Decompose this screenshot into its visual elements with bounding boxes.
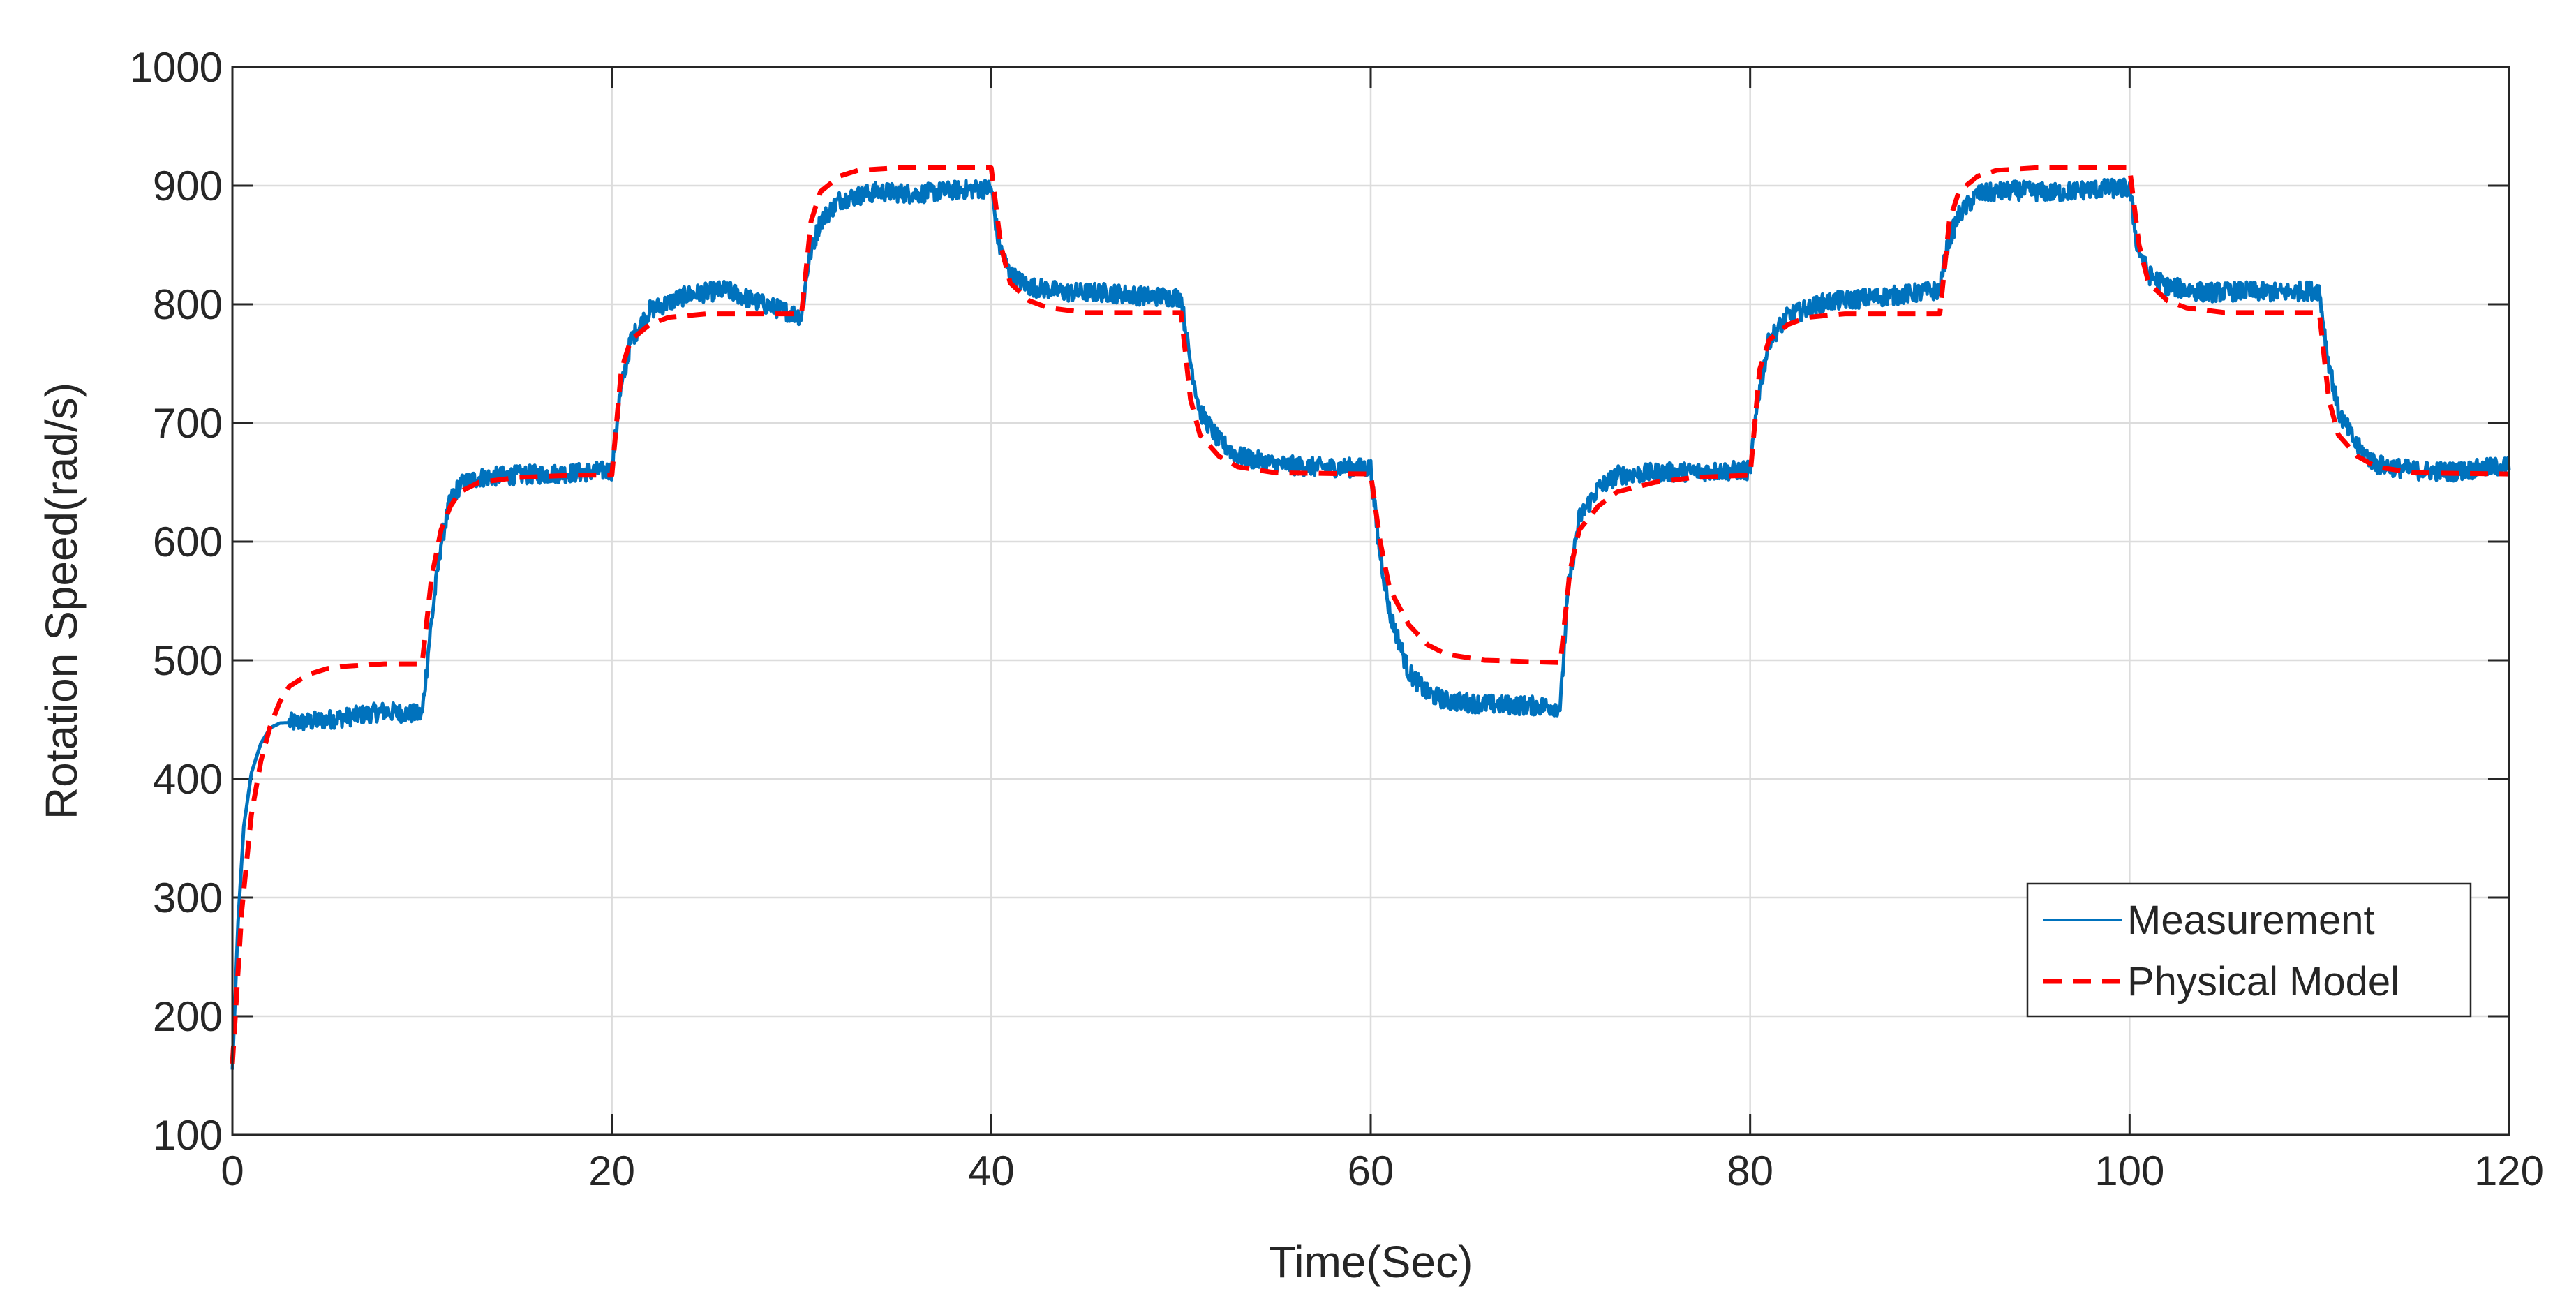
y-tick-label: 700 [153, 400, 223, 447]
legend-box [2026, 882, 2472, 1018]
x-axis-label: Time(Sec) [1269, 1237, 1473, 1287]
y-tick-label: 400 [153, 756, 223, 803]
y-tick-label: 600 [153, 519, 223, 565]
y-tick-label: 1000 [130, 44, 223, 91]
x-tick-label: 100 [2094, 1147, 2164, 1194]
x-tick-label: 120 [2474, 1147, 2544, 1194]
x-tick-label: 0 [221, 1147, 244, 1194]
y-tick-label: 100 [153, 1112, 223, 1159]
x-tick-label: 60 [1348, 1147, 1394, 1194]
y-tick-label: 300 [153, 875, 223, 921]
y-tick-label: 200 [153, 993, 223, 1040]
y-tick-label: 500 [153, 637, 223, 684]
x-tick-label: 40 [968, 1147, 1015, 1194]
x-tick-label: 20 [588, 1147, 635, 1194]
legend-label-physical-model: Physical Model [2127, 959, 2399, 1004]
x-axis-ticks: 0 20 40 60 80 100 120 [221, 67, 2544, 1194]
plot-frame [231, 66, 2510, 1136]
legend-label-measurement: Measurement [2127, 898, 2375, 943]
y-axis-label: Rotation Speed(rad/s) [36, 382, 87, 819]
x-tick-label: 80 [1727, 1147, 1773, 1194]
y-tick-label: 900 [153, 163, 223, 209]
y-tick-label: 800 [153, 281, 223, 328]
y-axis-ticks: 100 200 300 400 500 600 700 800 900 1000 [130, 44, 2509, 1159]
legend: Measurement Physical Model [2026, 882, 2472, 1018]
series-layer [230, 165, 2511, 1070]
